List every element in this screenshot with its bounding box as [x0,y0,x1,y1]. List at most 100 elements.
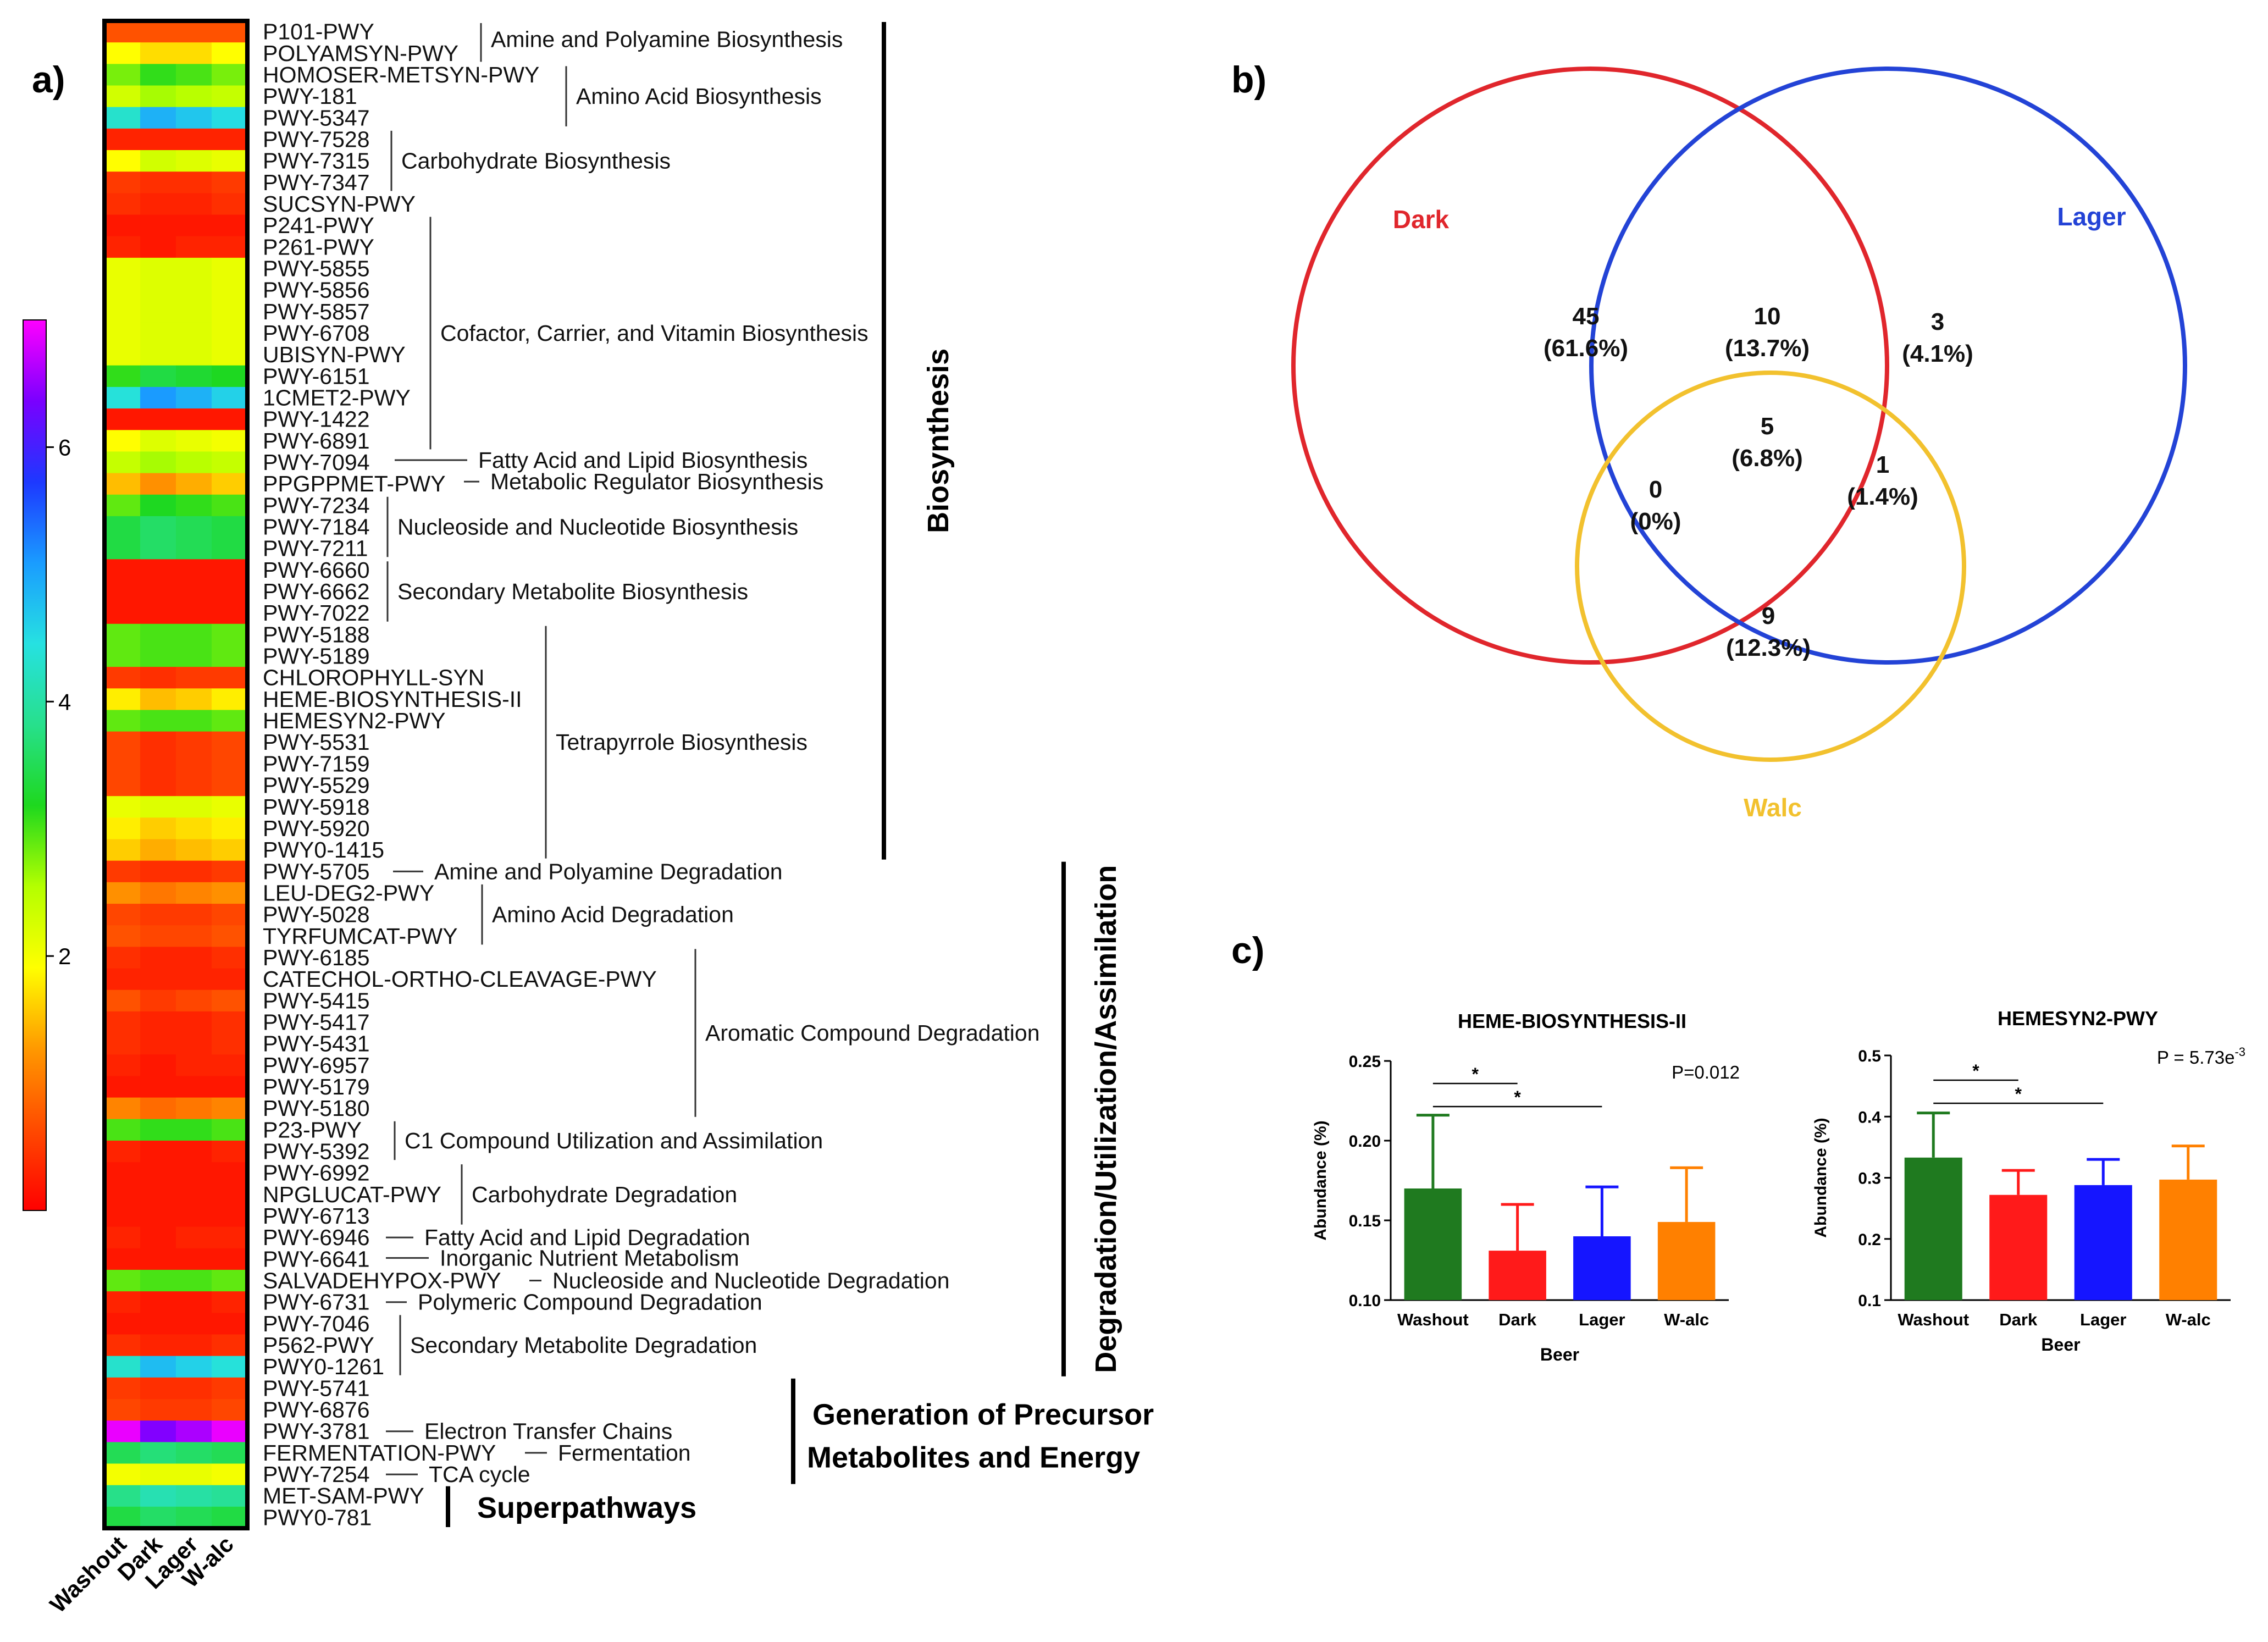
heatmap-cell [104,1011,141,1033]
heatmap-cell [176,1248,212,1270]
heatmap-cell [212,42,248,64]
heatmap-cell [140,150,176,172]
heatmap-cell [140,1506,176,1529]
heatmap-row-label: PWY-6876 [263,1397,370,1423]
heatmap-cell [104,85,141,108]
heatmap-cell [140,21,176,43]
heatmap-cell [212,1334,248,1357]
heatmap-cell [104,1398,141,1421]
heatmap-cell [176,408,212,430]
subgroup-label: Amino Acid Biosynthesis [576,84,822,109]
heatmap-cell [212,1205,248,1228]
heatmap-cell [176,1356,212,1378]
heatmap-cell [140,1334,176,1357]
heatmap-cell [104,688,141,711]
heatmap-cell [140,904,176,926]
heatmap-cell [176,1097,212,1120]
heatmap-cell [176,451,212,474]
heatmap-cell [212,989,248,1012]
heatmap-cell [212,538,248,560]
heatmap-cell [140,1377,176,1400]
heatmap-cell [104,904,141,926]
heatmap-cell [104,386,141,409]
heatmap-cell [140,451,176,474]
x-tick-label: Dark [1999,1310,2038,1329]
heatmap-cell [176,172,212,193]
heatmap-cell [176,839,212,861]
heatmap-row-label: PWY-5741 [263,1375,370,1401]
heatmap-cell [140,1184,176,1206]
subgroup-label: Metabolic Regulator Biosynthesis [490,469,823,494]
bar-chart-title: HEMESYN2-PWY [1998,1007,2158,1030]
heatmap-cell [104,64,141,86]
heatmap-cell [176,344,212,366]
heatmap-cell [140,1140,176,1163]
heatmap-row-label: PWY-6731 [263,1290,370,1315]
heatmap-cell [212,667,248,689]
heatmap-cell [104,473,141,495]
heatmap-cell [140,516,176,538]
bar [1904,1157,1962,1300]
colorbar [23,319,47,1211]
heatmap-cell [104,322,141,345]
heatmap-cell [140,257,176,280]
heatmap-cell [140,301,176,323]
heatmap-cell [140,1162,176,1184]
heatmap-cell [176,1140,212,1163]
bar [1989,1195,2048,1300]
heatmap-cell [140,1420,176,1442]
heatmap-cell [212,193,248,215]
heatmap-cell [104,882,141,904]
heatmap-cell [212,473,248,495]
heatmap-cell [140,989,176,1012]
heatmap-row-label: PWY-5392 [263,1139,370,1164]
heatmap-cell [212,882,248,904]
subgroup-label: Secondary Metabolite Degradation [410,1333,757,1358]
heatmap-cell [104,753,141,775]
heatmap-cell [176,710,212,732]
heatmap-cell [176,1226,212,1249]
subgroup-label: Amine and Polyamine Degradation [434,859,783,884]
heatmap-cell [104,214,141,237]
heatmap-cell [212,623,248,646]
heatmap-cell [104,344,141,366]
heatmap-row-label: PPGPPMET-PWY [263,471,446,496]
heatmap-row-label: PWY-7046 [263,1311,370,1336]
heatmap-row-label: PWY-181 [263,84,357,109]
heatmap-cell [140,193,176,215]
heatmap-cell [140,1269,176,1292]
heatmap-cell [176,1485,212,1507]
heatmap-cell [212,214,248,237]
heatmap-cell [104,1184,141,1206]
bar [1404,1188,1462,1300]
heatmap-cell [212,947,248,969]
heatmap-cell [140,1033,176,1055]
heatmap-cell [176,128,212,151]
heatmap-cell [140,925,176,947]
venn-region-percent: (0%) [1630,508,1681,535]
heatmap-cell [176,107,212,129]
heatmap-cell [212,1119,248,1141]
heatmap-cell [212,172,248,193]
heatmap-cell [140,42,176,64]
heatmap-cell [104,1248,141,1270]
heatmap-cell [140,559,176,582]
x-tick-label: Lager [1579,1310,1625,1329]
heatmap-row-label: PWY-6946 [263,1225,370,1250]
heatmap-row-label: P261-PWY [263,234,374,259]
bar [2074,1185,2132,1300]
venn-set-label: Dark [1393,205,1450,234]
heatmap-cell [140,688,176,711]
heatmap-row-label: PWY-7528 [263,126,370,152]
heatmap-cell [104,645,141,667]
heatmap-row-label: HOMOSER-METSYN-PWY [263,62,539,87]
heatmap-cell [140,796,176,818]
heatmap-cell [176,753,212,775]
heatmap-row-label: PWY-6713 [263,1203,370,1229]
heatmap-cell [140,710,176,732]
heatmap-cell [140,322,176,345]
venn-circle-lager [1589,67,2187,665]
heatmap-cell [176,386,212,409]
heatmap-cell [104,42,141,64]
